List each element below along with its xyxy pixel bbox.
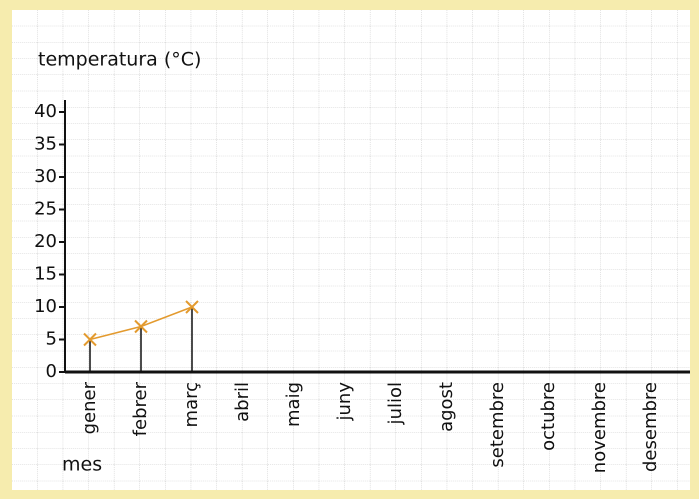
point-marker: [185, 300, 199, 314]
point-marker: [83, 332, 97, 347]
x-tick-label: octubre: [538, 382, 559, 451]
y-tick-label: 0: [46, 361, 57, 382]
y-tick-label: 10: [34, 296, 57, 317]
x-tick-label: gener: [79, 381, 100, 434]
x-axis-title: mes: [62, 454, 102, 476]
y-tick-label: 35: [34, 134, 57, 155]
point-marker: [134, 319, 148, 334]
y-tick-label: 30: [34, 166, 57, 187]
y-tick-label: 5: [46, 329, 57, 350]
y-tick-label: 40: [34, 101, 57, 122]
x-tick-label: setembre: [487, 382, 508, 468]
x-tick-label: juny: [334, 382, 355, 422]
x-tick-label: març: [181, 382, 202, 427]
x-tick-label: agost: [436, 382, 457, 432]
x-tick-label: febrer: [130, 381, 151, 436]
y-axis-title: temperatura (°C): [38, 49, 201, 71]
x-tick-label: juliol: [385, 382, 406, 425]
x-tick-label: abril: [232, 382, 253, 422]
x-tick-label: desembre: [640, 382, 661, 472]
y-tick-label: 15: [34, 264, 57, 285]
x-tick-label: novembre: [589, 382, 610, 473]
y-tick-label: 20: [34, 231, 57, 252]
x-tick-label: maig: [283, 382, 304, 427]
y-tick-label: 25: [34, 199, 57, 220]
grid-paper: [12, 10, 690, 490]
